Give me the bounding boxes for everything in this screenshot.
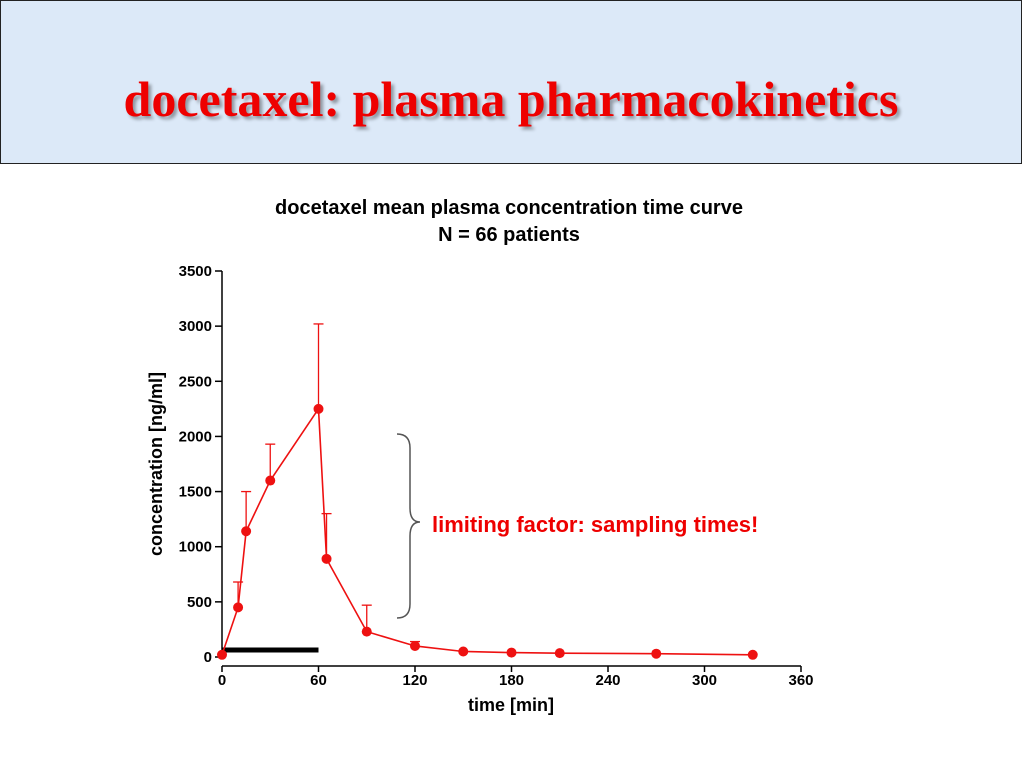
x-tick-label: 120 [402, 672, 427, 689]
data-point [321, 553, 332, 564]
y-tick-label: 2000 [179, 428, 212, 445]
brace [396, 433, 421, 619]
y-tick-label: 2500 [179, 373, 212, 390]
x-tick-label: 60 [310, 672, 327, 689]
data-point [217, 649, 227, 660]
y-tick-label: 3000 [179, 318, 212, 335]
data-point [651, 648, 662, 659]
x-tick-label: 240 [595, 672, 620, 689]
data-point [265, 475, 276, 486]
data-point [241, 526, 252, 537]
data-point [554, 648, 565, 659]
x-tick-label: 360 [788, 672, 813, 689]
data-point [361, 626, 372, 637]
data-point [747, 649, 758, 660]
y-tick-label: 500 [187, 594, 212, 611]
y-axis-label: concentration [ng/ml] [146, 372, 166, 556]
data-point [458, 646, 469, 657]
annotation-text: limiting factor: sampling times! [432, 512, 758, 537]
title-banner: docetaxel: plasma pharmacokinetics [0, 0, 1022, 164]
slide-title: docetaxel: plasma pharmacokinetics [123, 71, 899, 127]
data-point [233, 602, 244, 613]
data-point [410, 640, 420, 651]
x-tick-label: 300 [692, 672, 717, 689]
x-axis-label: time [min] [468, 695, 554, 715]
y-tick-label: 1000 [179, 539, 212, 556]
chart-subtitle: N = 66 patients [438, 224, 580, 246]
data-point [506, 647, 517, 658]
chart-title: docetaxel mean plasma concentration time… [275, 197, 743, 219]
chart-axes: 0 500 1000 1500 2000 2500 3000 3500 0 60 120 180 240… [179, 263, 814, 689]
y-tick-label: 0 [204, 649, 212, 666]
chart-marks [217, 323, 758, 660]
x-tick-label: 180 [499, 672, 524, 689]
y-tick-label: 3500 [179, 263, 212, 280]
y-tick-label: 1500 [179, 484, 212, 501]
x-tick-label: 0 [218, 672, 226, 689]
data-point [313, 403, 324, 414]
